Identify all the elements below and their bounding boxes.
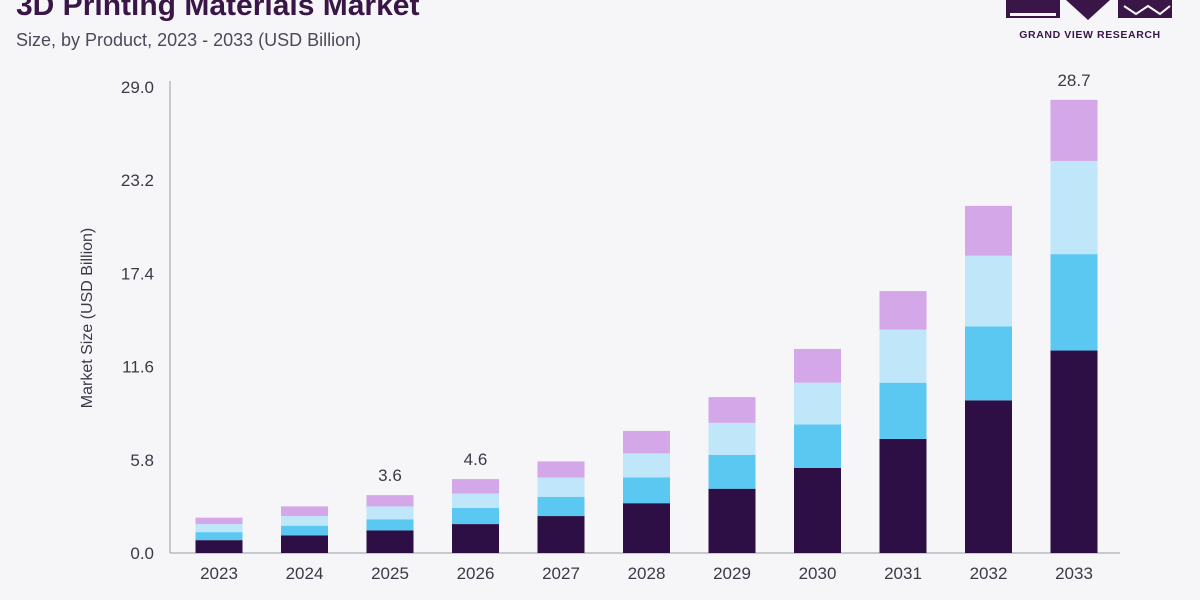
bar-segment [1050,160,1098,255]
bar-segment [537,496,585,517]
bar-segment [1050,254,1098,351]
bar-segment [537,477,585,497]
y-tick-label: 23.2 [121,171,154,190]
x-tick-label: 2028 [628,564,666,583]
bar-segment [965,400,1012,553]
bar-segment [452,508,499,525]
bar-segment [195,524,243,533]
bar-segment [879,329,927,383]
bar-segment [708,397,756,423]
x-tick-label: 2025 [371,564,409,583]
bar-segment [366,530,414,553]
bar-segment [195,540,243,553]
bar-segment [195,532,243,541]
brand-name: GRAND VIEW RESEARCH [1019,29,1161,41]
y-tick-label: 29.0 [121,78,154,97]
bar-segment [965,205,1012,256]
x-tick-label: 2027 [542,564,580,583]
data-label: 3.6 [378,466,402,485]
bar-segment [281,516,328,526]
x-tick-label: 2033 [1055,564,1093,583]
bar-segment [794,348,841,383]
grand-view-research-logo [1006,0,1172,20]
bar-segment [623,453,670,478]
x-tick-label: 2026 [457,564,495,583]
x-tick-label: 2023 [200,564,238,583]
y-axis-label: Market Size (USD Billion) [79,228,96,408]
bar-segment [708,454,756,489]
x-tick-label: 2029 [713,564,751,583]
x-tick-label: 2030 [799,564,837,583]
bar-segment [1050,350,1098,553]
bar-segment [879,438,927,553]
bar-segment [366,519,414,531]
y-tick-label: 5.8 [130,451,154,470]
bar-segment [281,535,328,553]
bar-segment [965,326,1012,401]
chart-subtitle: Size, by Product, 2023 - 2033 (USD Billi… [16,30,362,50]
data-label: 4.6 [464,450,488,469]
y-tick-label: 0.0 [130,544,154,563]
bar-segment [794,424,841,468]
bar-segment [879,291,927,330]
bar-segment [452,493,499,509]
bar-segment [623,503,670,553]
chart-title: 3D Printing Materials Market [16,0,420,22]
bar-segment [537,516,585,553]
bar-segment [708,422,756,455]
y-tick-label: 17.4 [121,264,154,283]
bar-segment [623,430,670,454]
x-tick-label: 2032 [970,564,1008,583]
x-tick-label: 2024 [286,564,324,583]
bar-segment [623,477,670,504]
bar-segment [708,488,756,553]
bar-segment [366,506,414,520]
bar-segment [965,255,1012,327]
bar-segment [452,479,499,494]
bar-segment [281,506,328,517]
bar-segment [794,382,841,425]
bar-segment [281,525,328,536]
bar-segment [195,517,243,525]
x-tick-label: 2031 [884,564,922,583]
data-label: 28.7 [1057,71,1090,90]
bar-segment [366,495,414,507]
bar-segment [1050,99,1098,161]
bar-segment [537,461,585,478]
y-tick-label: 11.6 [122,358,154,377]
bar-segment [794,467,841,553]
bar-segment [879,382,927,439]
bar-segment [452,524,499,553]
